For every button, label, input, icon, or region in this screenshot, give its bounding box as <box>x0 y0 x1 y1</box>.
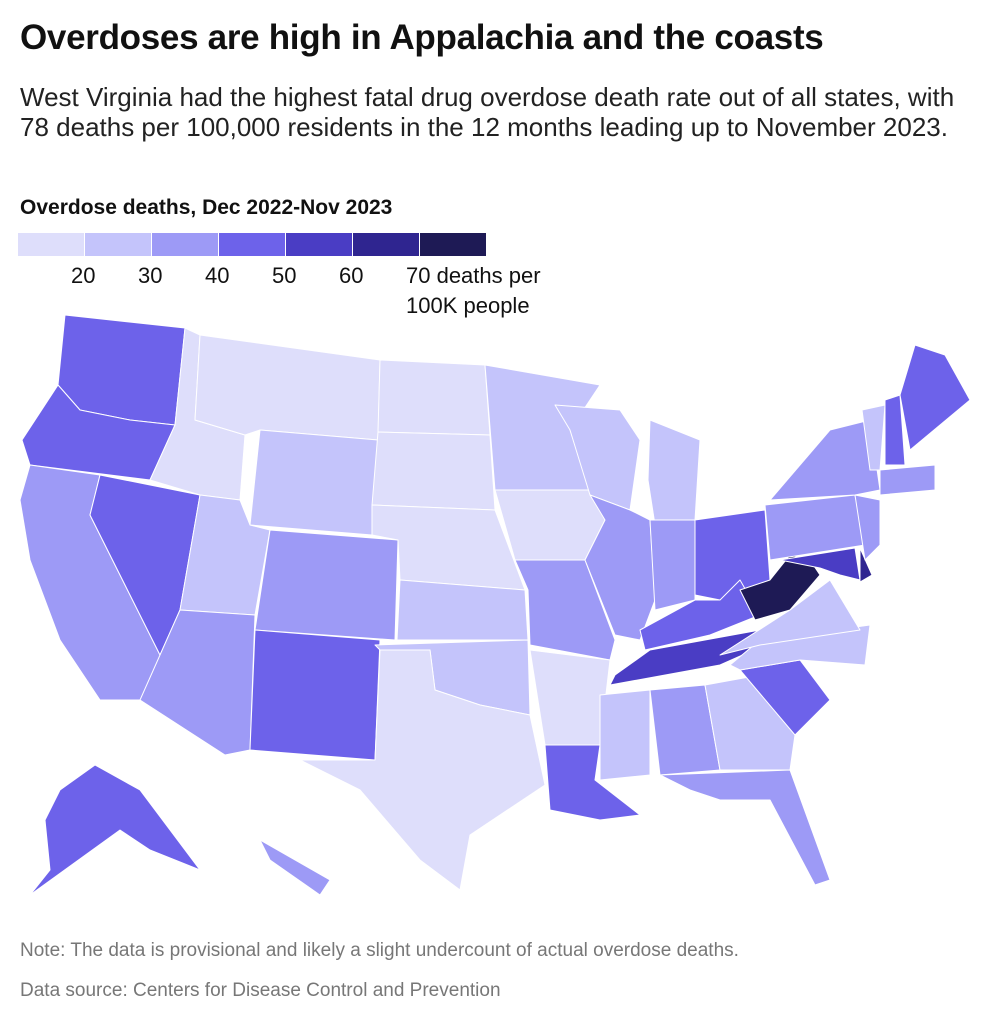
subtitle: West Virginia had the highest fatal drug… <box>20 82 955 142</box>
state <box>649 519 696 611</box>
legend-title: Overdose deaths, Dec 2022-Nov 2023 <box>20 196 393 219</box>
state <box>659 769 831 886</box>
legend: 20 30 40 50 60 70 deaths per 100K people <box>18 233 541 323</box>
legend-tick-label: 20 <box>71 263 96 288</box>
state <box>719 579 861 656</box>
legend-tick-label: 60 <box>339 263 364 288</box>
state <box>494 489 606 561</box>
legend-swatch <box>353 233 419 256</box>
legend-tick-label: 50 <box>272 263 297 288</box>
legend-tick-label: 30 <box>138 263 163 288</box>
state <box>861 404 886 471</box>
state <box>599 689 651 781</box>
state <box>879 464 936 496</box>
source: Data source: Centers for Disease Control… <box>20 980 501 1001</box>
state <box>899 344 971 451</box>
state <box>779 547 861 581</box>
state <box>884 394 906 466</box>
legend-tick-label: 70 deaths per 100K people <box>406 263 541 318</box>
state <box>377 359 491 436</box>
state <box>194 334 381 441</box>
map <box>19 314 971 896</box>
legend-swatch <box>219 233 285 256</box>
state <box>859 547 873 583</box>
state <box>249 629 381 761</box>
title: Overdoses are high in Appalachia and the… <box>20 18 824 57</box>
state <box>647 419 701 526</box>
legend-swatch <box>286 233 352 256</box>
legend-swatch <box>85 233 151 256</box>
legend-tick-label: 40 <box>205 263 230 288</box>
state <box>584 494 656 641</box>
legend-swatch <box>152 233 218 256</box>
state <box>529 649 611 746</box>
state <box>371 431 496 511</box>
legend-swatch <box>420 233 486 256</box>
state <box>29 764 201 896</box>
state <box>139 609 256 756</box>
note: Note: The data is provisional and likely… <box>20 940 739 961</box>
state <box>249 429 379 536</box>
state <box>769 419 881 501</box>
state <box>854 494 881 561</box>
state <box>254 529 399 641</box>
state <box>299 649 546 891</box>
legend-swatch <box>18 233 84 256</box>
state <box>396 579 529 641</box>
state <box>259 839 331 896</box>
